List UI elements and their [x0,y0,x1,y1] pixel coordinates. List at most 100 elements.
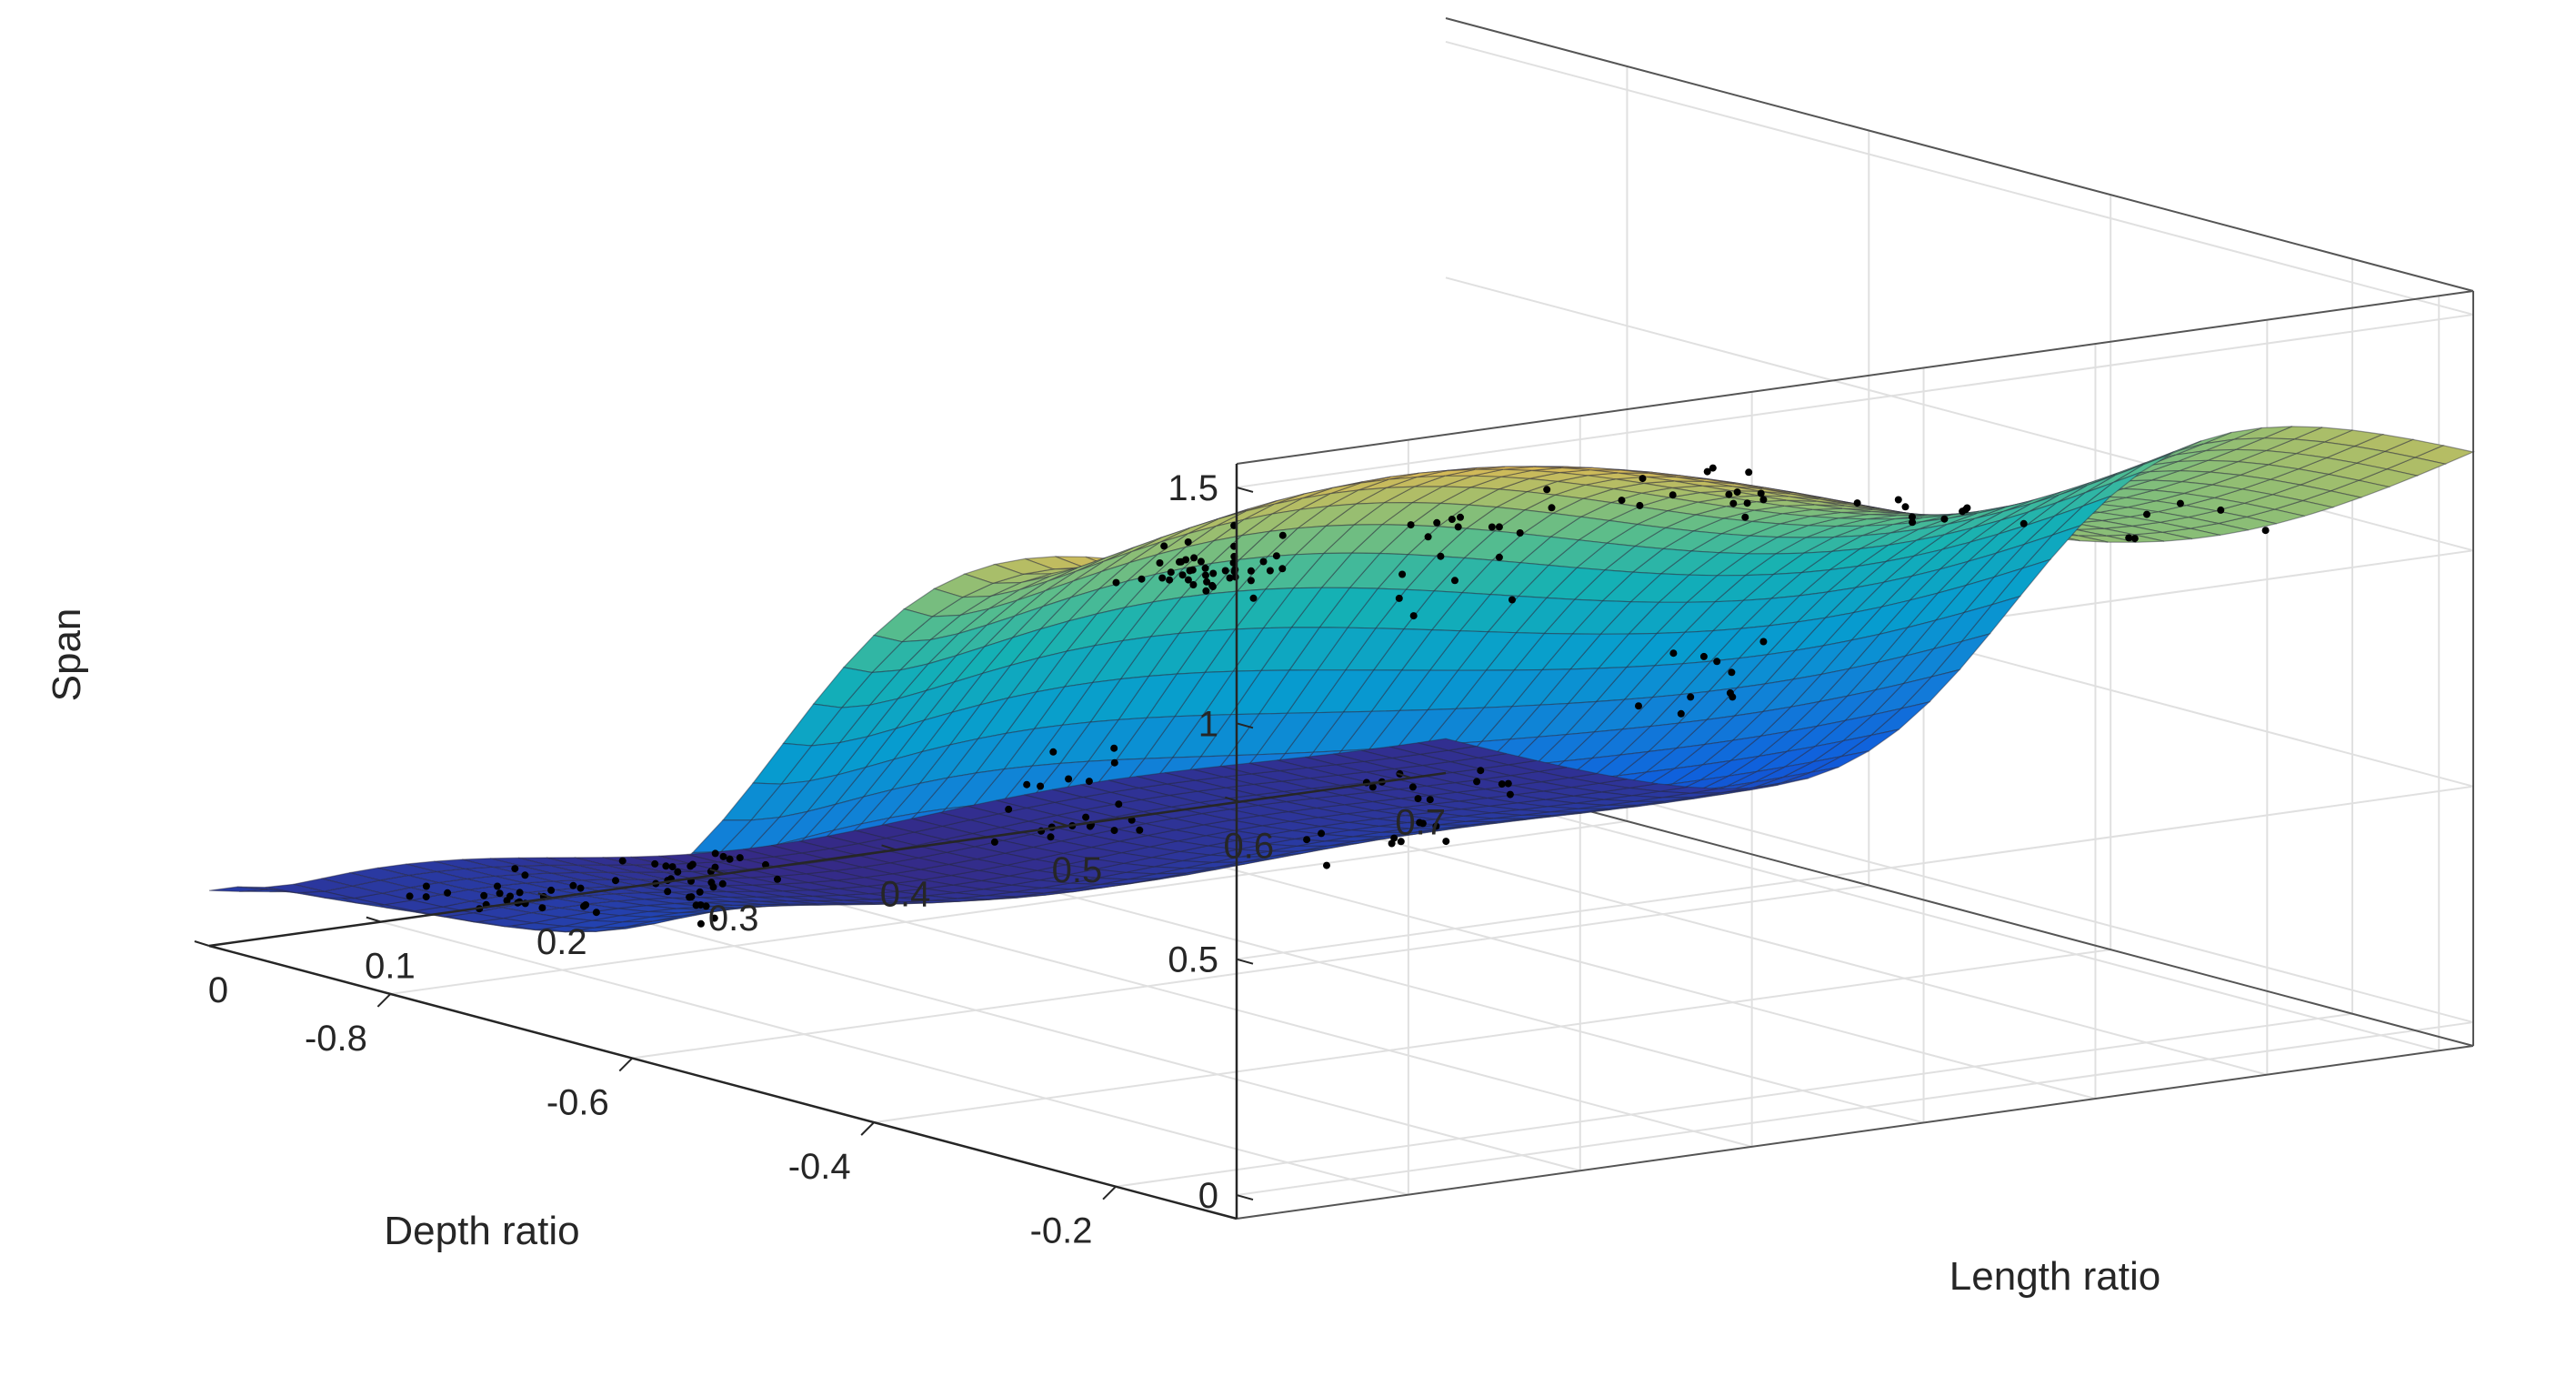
surface-patch [1970,511,2030,543]
surface-patch [1625,631,1687,668]
surface-patch [492,865,551,875]
data-point [688,860,697,869]
data-point [1516,529,1524,537]
surface-patch [1829,544,1889,571]
surface-patch [1038,874,1098,884]
surface-patch [1398,669,1459,712]
surface-patch [1378,524,1440,556]
surface-patch [932,573,995,598]
data-point [1086,822,1094,830]
surface-patch [1324,502,1387,527]
surface-patch [1495,816,1554,823]
data-point [1759,638,1768,646]
surface-patch [1692,517,1752,535]
surface-patch [1550,809,1610,817]
data-point [718,879,727,888]
surface-patch [752,742,813,785]
surface-patch [1243,497,1303,520]
data-point [1728,668,1736,677]
surface-patch [658,853,717,865]
surface-patch [897,632,960,671]
surface-patch [1929,632,1991,678]
grid-line [390,819,1628,995]
x-tick-label: 0.2 [536,922,587,962]
surface-patch [913,825,973,840]
surface-patch [867,663,930,707]
surface-patch [775,803,837,846]
grid-line [1236,1021,2474,1197]
surface-patch [1181,854,1240,864]
surface-patch [948,697,1010,747]
surface-patch [1175,628,1237,675]
surface-patch [872,901,931,905]
data-point [1388,839,1396,848]
data-point [762,860,769,869]
data-point [1201,564,1209,572]
data-point [1203,578,1211,586]
surface-patch [1781,756,1841,778]
data-point [1414,795,1422,803]
surface-patch [1795,587,1858,623]
surface-patch [1803,535,1862,554]
data-point [1184,538,1192,546]
surface-patch [2352,433,2415,453]
data-point [662,862,670,870]
surface-patch [1238,843,1297,852]
surface-patch [574,857,634,866]
surface-patch [1008,619,1070,667]
data-point [547,886,556,894]
data-point [1247,567,1255,575]
surface-patch [1490,533,1552,564]
data-point [1713,658,1721,666]
surface-patch [1258,669,1318,715]
grid-line [552,897,1581,1172]
data-point [651,859,659,868]
z-tick-label: 1.5 [1168,468,1218,508]
surface-patch [1042,571,1102,608]
x-tick [709,868,725,875]
surface-patch [1457,631,1518,671]
surface-patch [1470,476,1529,490]
data-point [582,901,590,909]
surface-patch [1095,573,1158,616]
surface-patch [1530,467,1589,474]
box-edge [1236,290,2474,465]
surface-patch [1138,783,1198,797]
data-point [1709,464,1717,472]
surface-patch [462,858,521,868]
surface-patch [2020,524,2082,570]
data-point [1182,556,1190,564]
surface-patch [556,895,616,905]
x-tick-label: 0 [208,970,228,1010]
surface-patch [1728,750,1788,777]
surface-patch [1689,788,1749,794]
surface-patch [1526,480,1586,496]
data-point [1457,513,1464,521]
surface-patch [2112,453,2171,484]
surface-patch [1346,588,1408,629]
surface-patch [1819,497,1879,509]
data-point [692,901,700,909]
surface-patch [911,811,971,828]
data-point [422,893,430,901]
z-tick [1236,1194,1254,1201]
data-point [1128,816,1136,824]
data-point [494,882,501,890]
data-point [1247,577,1255,585]
data-point [1136,826,1144,834]
surface-patch [1467,819,1526,826]
data-point [1504,779,1512,788]
y-tick-label: -0.6 [546,1083,609,1123]
surface-patch [1845,655,1908,698]
surface-patch [1404,811,1463,820]
surface-patch [1063,639,1125,688]
surface-patch [894,680,956,730]
data-point [1909,513,1916,521]
surface-patch [2023,506,2083,546]
data-point [1158,574,1167,582]
surface-patch [1314,669,1375,714]
x-tick-label: 0.4 [880,874,931,914]
surface-patch [1386,475,1445,488]
surface-patch [1542,787,1601,797]
